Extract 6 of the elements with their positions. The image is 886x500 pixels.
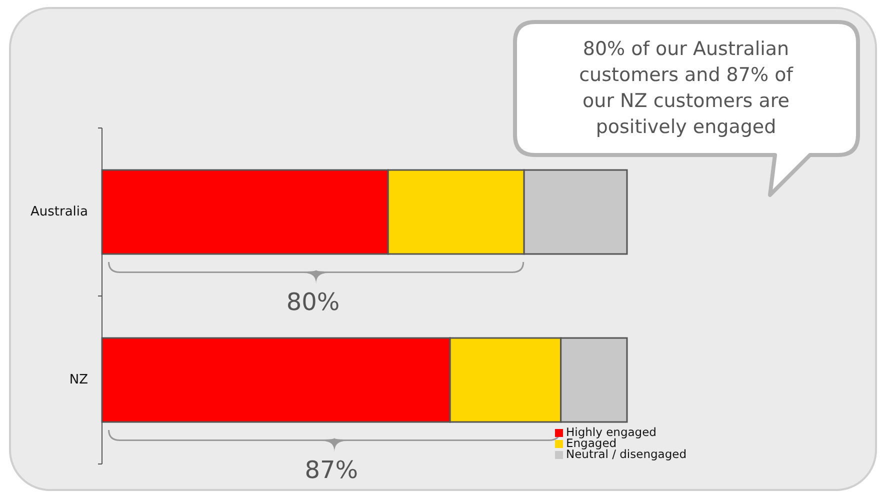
y-tick-label: NZ	[69, 372, 88, 388]
annotation: 80% of our Australian customers and 87% of our NZ customers are positively engaged	[579, 38, 794, 138]
annotation: 87%	[304, 456, 358, 484]
legend-label: Highly engaged	[566, 425, 656, 440]
y-tick-label: Australia	[30, 204, 88, 220]
annotation: 80%	[286, 288, 340, 316]
